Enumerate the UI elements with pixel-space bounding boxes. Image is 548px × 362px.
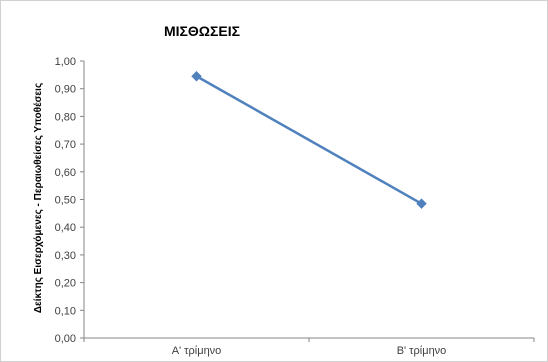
x-tick-label: Α' τρίμηνο <box>172 345 222 357</box>
y-tick-label: 0,60 <box>55 167 76 179</box>
y-tick-label: 0,30 <box>55 250 76 262</box>
y-tick-label: 0,10 <box>55 305 76 317</box>
y-tick-label: 0,00 <box>55 333 76 345</box>
series-line <box>195 75 423 205</box>
y-tick-label: 0,20 <box>55 278 76 290</box>
series-layer <box>191 71 427 209</box>
y-tick-label: 0,40 <box>55 222 76 234</box>
y-tick-label: 0,50 <box>55 195 76 207</box>
y-tick-label: 1,00 <box>55 56 76 68</box>
data-point-marker <box>191 71 202 82</box>
y-axis-title: Δείκτης Εισερχόμενες - Περαιωθείσες Υποθ… <box>33 83 44 313</box>
y-tick-label: 0,70 <box>55 139 76 151</box>
data-point-marker <box>416 198 427 209</box>
x-axis: Α' τρίμηνο Β' τρίμηνο <box>83 337 535 357</box>
y-tick-label: 0,90 <box>55 84 76 96</box>
y-axis: 0,00 0,10 0,20 0,30 0,40 0,50 0,60 0,70 0,80 0,90… <box>55 56 85 345</box>
y-tick-label: 0,80 <box>55 111 76 123</box>
x-tick-label: Β' τρίμηνο <box>397 345 447 357</box>
chart-title: ΜΙΣΘΩΣΕΙΣ <box>164 23 240 39</box>
